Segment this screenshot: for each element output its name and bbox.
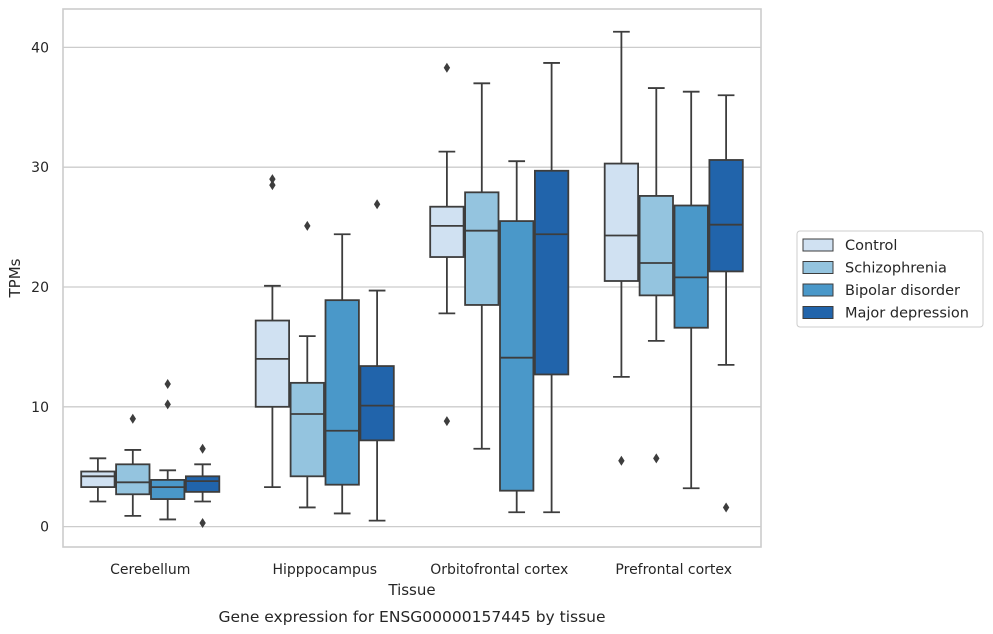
- outlier-point: [269, 174, 276, 185]
- x-tick-label: Cerebellum: [110, 562, 190, 578]
- iqr-box: [80, 470, 116, 488]
- y-tick-labels: 0 10 20 30 40: [31, 40, 49, 535]
- iqr-box: [359, 365, 395, 442]
- box-2-3: [534, 62, 570, 514]
- outlier-point: [722, 502, 730, 513]
- outlier-point: [199, 443, 206, 454]
- legend-label: Schizophrenia: [845, 261, 947, 277]
- iqr-box: [324, 299, 360, 486]
- iqr-box: [464, 191, 500, 306]
- outlier-point: [269, 180, 276, 191]
- box-2-0: [429, 62, 465, 427]
- iqr-box: [184, 475, 221, 493]
- iqr-box: [254, 319, 290, 408]
- x-axis-label: Tissue: [387, 581, 435, 599]
- y-tick-label: 0: [40, 520, 49, 536]
- y-tick-label: 40: [31, 40, 49, 56]
- outlier-point: [164, 399, 171, 410]
- legend-label: Major depression: [845, 306, 969, 322]
- box-0-3: [184, 443, 221, 529]
- iqr-box: [115, 463, 151, 496]
- box-0-1: [115, 413, 151, 517]
- iqr-box: [673, 204, 709, 329]
- outlier-point: [443, 62, 451, 73]
- box-3-3: [708, 94, 744, 513]
- outlier-point: [618, 455, 625, 466]
- x-tick-label: Prefrontal cortex: [615, 562, 732, 578]
- box-1-3: [359, 199, 395, 522]
- y-axis-label: TPMs: [6, 258, 24, 298]
- legend-frame: [796, 230, 984, 328]
- legend-swatch: [802, 306, 834, 319]
- y-tick-label: 30: [31, 160, 49, 176]
- plot-frame: [62, 8, 762, 548]
- box-0-0: [80, 457, 116, 503]
- x-tick-label: Orbitofrontal cortex: [430, 562, 568, 578]
- legend-swatch: [802, 238, 834, 252]
- y-tick-label: 20: [31, 280, 49, 296]
- outlier-point: [129, 413, 136, 424]
- outlier-point: [164, 379, 171, 390]
- chart-caption: Gene expression for ENSG00000157445 by t…: [218, 608, 605, 626]
- outlier-point: [373, 199, 381, 210]
- box-1-2: [324, 233, 360, 515]
- iqr-box: [429, 205, 465, 258]
- outlier-point: [199, 518, 206, 529]
- box-3-0: [603, 30, 640, 466]
- iqr-box: [289, 381, 325, 478]
- iqr-box: [150, 478, 186, 500]
- legend: Control Schizophrenia Bipolar disorder Majo…: [796, 230, 984, 328]
- outlier-point: [653, 453, 660, 464]
- x-tick-labels: Cerebellum Hipppocampus Orbitofrontal cort…: [110, 562, 732, 578]
- box-0-2: [150, 379, 186, 521]
- outlier-point: [443, 416, 451, 427]
- legend-label: Bipolar disorder: [845, 283, 960, 299]
- gridlines: [63, 46, 761, 528]
- iqr-box: [638, 195, 674, 297]
- outlier-point: [304, 220, 311, 231]
- box-2-1: [464, 82, 500, 450]
- legend-label: Control: [845, 238, 897, 254]
- legend-swatch: [802, 283, 834, 297]
- box-2-2: [499, 160, 535, 514]
- iqr-box: [499, 220, 535, 492]
- x-tick-label: Hipppocampus: [272, 562, 377, 578]
- box-3-2: [673, 90, 709, 490]
- legend-swatch: [802, 261, 834, 274]
- iqr-box: [603, 162, 640, 282]
- box-1-1: [289, 220, 325, 509]
- box-plot-marks: [80, 30, 744, 529]
- iqr-box: [534, 169, 570, 376]
- y-tick-label: 10: [31, 400, 49, 416]
- iqr-box: [708, 159, 744, 273]
- box-3-1: [638, 87, 674, 464]
- box-1-0: [254, 174, 290, 488]
